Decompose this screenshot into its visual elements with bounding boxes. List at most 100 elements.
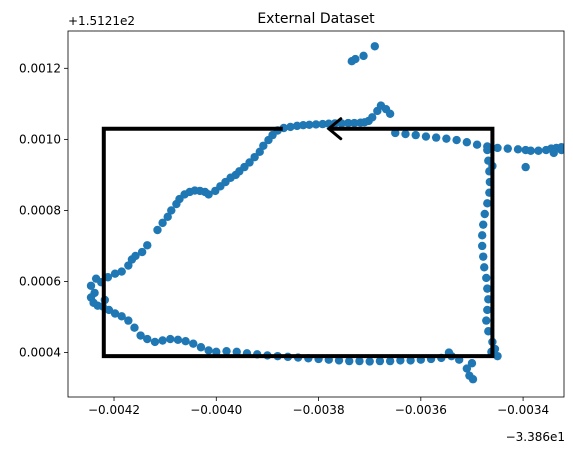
data-point <box>431 133 441 142</box>
data-point <box>181 337 190 346</box>
data-point <box>117 312 126 321</box>
data-point <box>411 130 420 140</box>
data-point <box>167 206 176 215</box>
data-point <box>143 334 152 344</box>
x-axis-ticks: −0.0042 −0.0040 −0.0038 −0.0036 −0.0034 <box>88 397 549 417</box>
data-point <box>86 293 96 302</box>
data-point <box>483 305 492 315</box>
data-point <box>483 284 492 293</box>
data-point <box>255 147 264 157</box>
data-point <box>521 162 530 172</box>
data-point <box>526 146 535 155</box>
data-point <box>204 190 213 199</box>
data-point <box>250 152 259 162</box>
y-tick-label: 0.0006 <box>19 275 61 289</box>
data-point <box>136 331 145 340</box>
data-point <box>385 109 395 118</box>
data-point <box>158 336 167 345</box>
data-point <box>477 241 487 251</box>
data-point <box>212 347 221 357</box>
data-point <box>472 140 482 149</box>
data-point <box>153 225 162 235</box>
chart-title: External Dataset <box>257 11 375 27</box>
data-point <box>158 218 167 228</box>
data-point <box>286 122 295 132</box>
data-point <box>479 220 488 229</box>
y-tick-label: 0.0012 <box>19 61 61 75</box>
data-point <box>86 281 96 290</box>
x-tick-label: −0.0036 <box>395 403 447 417</box>
data-point <box>368 113 377 122</box>
data-point <box>163 212 172 222</box>
y-axis-ticks: 0.0004 0.0006 0.0008 0.0010 0.0012 <box>19 61 68 360</box>
data-point <box>130 323 139 332</box>
data-point <box>318 119 327 129</box>
x-axis-offset-label: −3.386e1 <box>506 430 565 444</box>
data-point <box>477 231 487 240</box>
data-point <box>124 316 133 325</box>
data-point <box>480 209 489 219</box>
data-point <box>482 316 491 325</box>
data-point <box>479 252 488 261</box>
x-tick-label: −0.0042 <box>88 403 140 417</box>
data-point <box>124 261 133 270</box>
trajectory-line <box>101 126 495 359</box>
data-point <box>299 120 308 130</box>
data-point <box>370 42 379 51</box>
data-point <box>401 129 410 139</box>
data-point <box>110 269 120 278</box>
data-point <box>421 132 431 141</box>
data-point <box>468 375 478 384</box>
data-point <box>345 356 354 366</box>
data-point <box>467 359 477 368</box>
data-point <box>557 145 564 155</box>
y-tick-label: 0.0004 <box>19 346 61 360</box>
data-point <box>232 347 241 357</box>
data-point <box>351 54 360 64</box>
data-point <box>150 337 160 347</box>
data-point <box>355 356 364 366</box>
data-point <box>292 121 302 131</box>
data-point <box>493 143 502 153</box>
y-axis-offset-label: +1.5121e2 <box>68 14 135 28</box>
data-point <box>462 138 472 147</box>
data-point <box>350 118 359 128</box>
data-point <box>452 135 461 145</box>
data-point <box>110 309 120 318</box>
data-point <box>173 335 183 344</box>
data-point <box>482 273 491 283</box>
data-point <box>483 145 492 155</box>
data-point <box>131 251 140 261</box>
data-point <box>549 148 558 158</box>
data-point <box>365 357 374 366</box>
data-point <box>245 158 254 167</box>
data-point <box>391 128 400 138</box>
data-point <box>375 356 385 366</box>
data-point <box>359 51 368 61</box>
data-point <box>493 351 502 361</box>
data-point <box>334 356 344 365</box>
data-point <box>222 346 231 356</box>
data-point <box>503 144 512 153</box>
axes-frame <box>67 30 565 398</box>
data-point <box>513 145 523 154</box>
data-point <box>462 364 472 373</box>
data-point <box>166 334 175 344</box>
data-point <box>104 305 114 315</box>
data-point <box>189 339 198 348</box>
x-tick-label: −0.0040 <box>190 403 242 417</box>
data-point <box>196 343 206 352</box>
data-point <box>259 141 268 150</box>
data-point <box>344 118 353 128</box>
y-tick-label: 0.0008 <box>19 203 61 217</box>
data-point <box>480 263 489 272</box>
data-point <box>534 146 543 155</box>
data-point <box>406 356 415 365</box>
data-point <box>385 356 395 366</box>
y-tick-label: 0.0010 <box>19 132 61 146</box>
arrow-head <box>326 117 343 141</box>
x-tick-label: −0.0038 <box>293 403 345 417</box>
data-point <box>311 120 321 129</box>
